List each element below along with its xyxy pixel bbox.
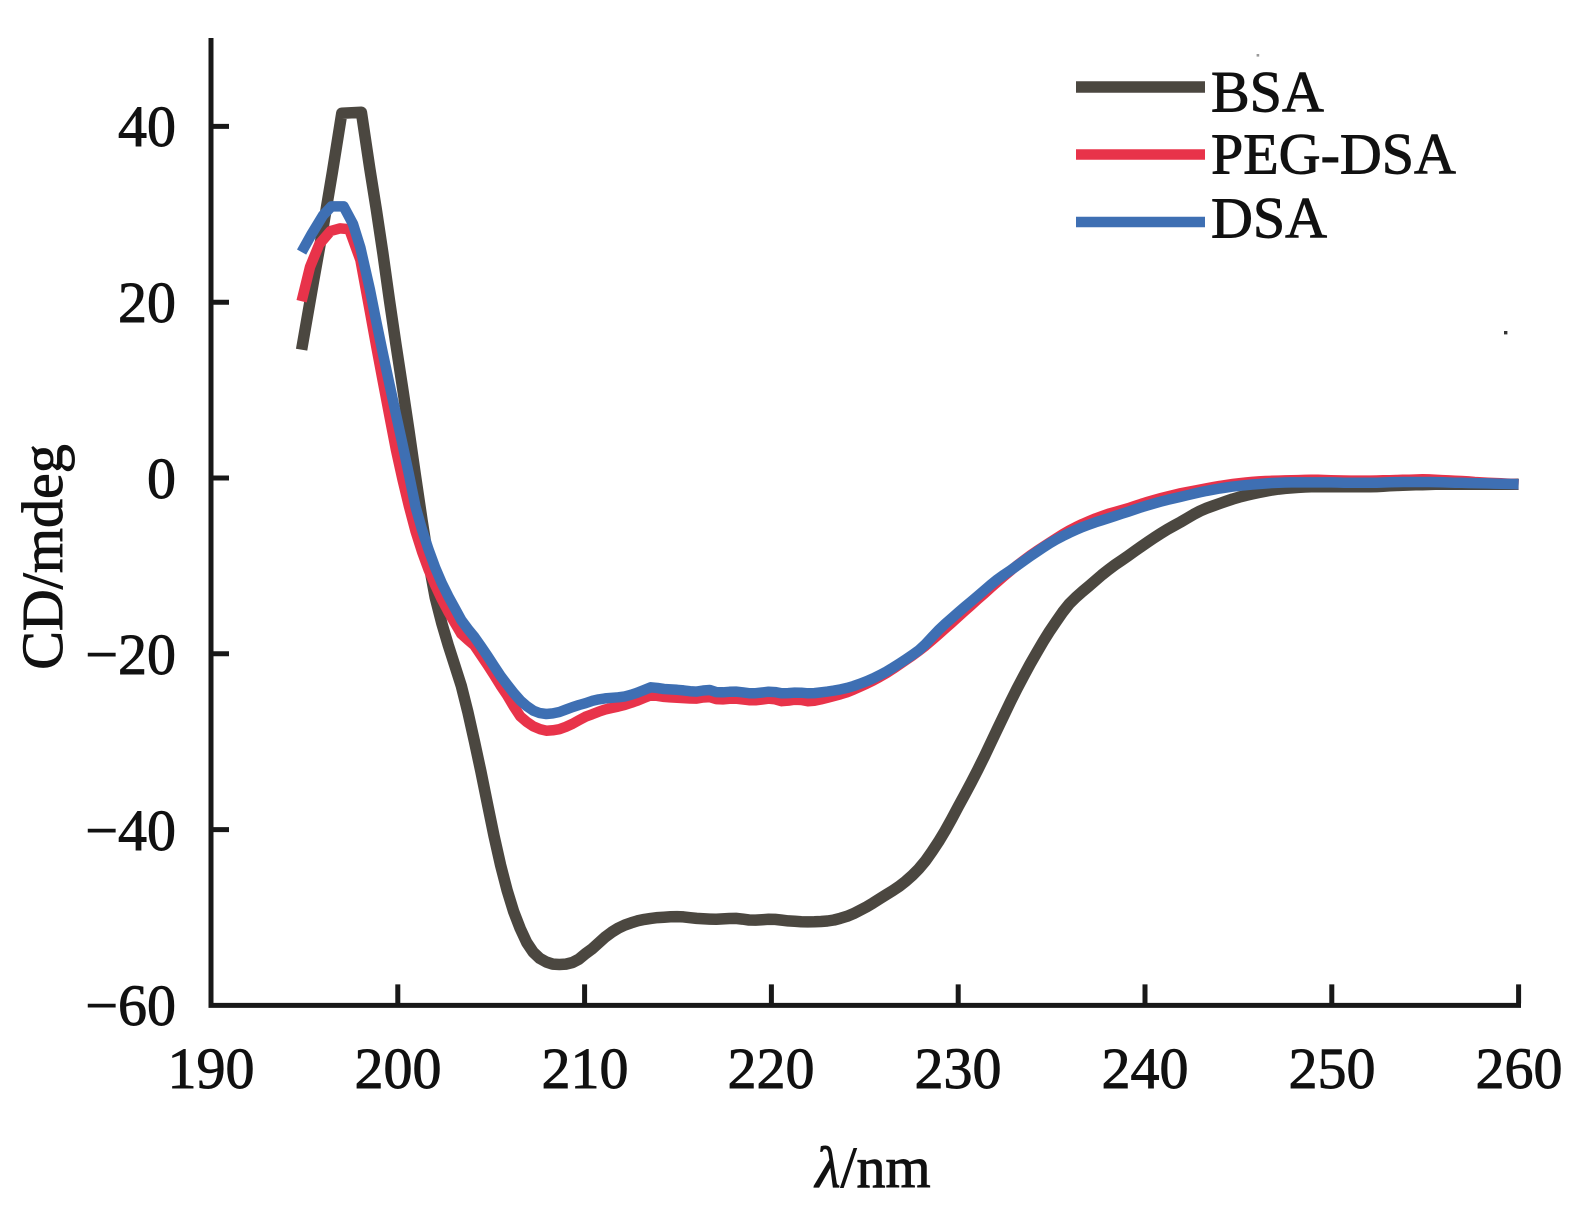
svg-text:240: 240 (1102, 1036, 1189, 1101)
svg-text:220: 220 (728, 1036, 815, 1101)
svg-text:CD/mdeg: CD/mdeg (10, 444, 75, 670)
svg-text:210: 210 (542, 1036, 629, 1101)
svg-text:200: 200 (355, 1036, 442, 1101)
svg-text:−40: −40 (85, 798, 176, 863)
svg-text:0: 0 (147, 446, 176, 511)
svg-text:−20: −20 (85, 622, 176, 687)
svg-text:PEG-DSA: PEG-DSA (1211, 122, 1456, 187)
svg-text:230: 230 (915, 1036, 1002, 1101)
svg-text:20: 20 (118, 270, 176, 335)
svg-text:λ/nm: λ/nm (813, 1135, 930, 1200)
svg-text:DSA: DSA (1211, 186, 1327, 251)
svg-text:250: 250 (1289, 1036, 1376, 1101)
svg-text:190: 190 (168, 1036, 255, 1101)
svg-text:BSA: BSA (1211, 60, 1324, 125)
svg-text:260: 260 (1476, 1036, 1563, 1101)
svg-text:40: 40 (118, 94, 176, 159)
svg-text:−60: −60 (85, 973, 176, 1038)
